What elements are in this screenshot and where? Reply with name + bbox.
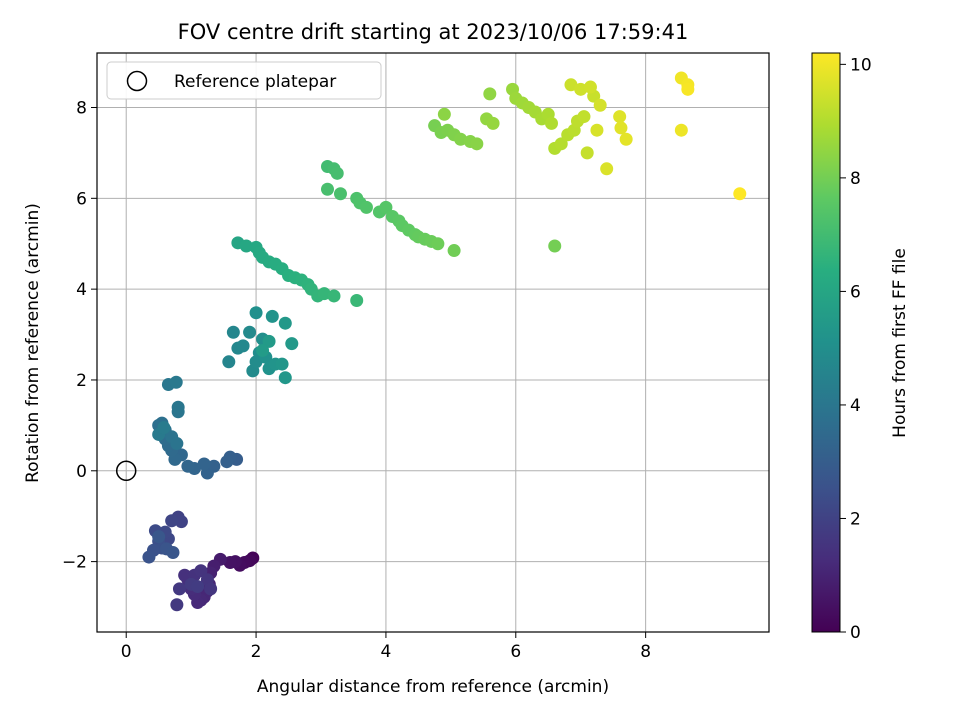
data-point (170, 437, 184, 451)
data-point (194, 564, 208, 578)
colorbar-ticks: 0 2 4 6 8 10 (840, 55, 872, 643)
data-point (166, 546, 180, 560)
data-point (330, 166, 344, 180)
data-point (548, 239, 562, 253)
data-point (733, 187, 747, 201)
data-point (152, 530, 166, 544)
y-tick-label: 8 (76, 98, 87, 118)
legend-box (106, 61, 382, 100)
x-tick-label: 6 (510, 642, 521, 662)
y-tick-label: 6 (76, 189, 87, 209)
data-point (470, 137, 484, 151)
axis-ticks: 0 2 4 6 8 −2 0 2 4 6 8 (62, 98, 651, 662)
data-point (554, 137, 568, 151)
data-point (197, 457, 211, 471)
colorbar-tick-label: 8 (850, 169, 861, 189)
data-point (169, 375, 183, 389)
data-point (437, 107, 451, 121)
x-tick-label: 2 (251, 642, 262, 662)
data-point (171, 400, 185, 414)
data-point (379, 200, 393, 214)
legend-label: Reference platepar (174, 72, 336, 92)
data-point (317, 287, 331, 301)
colorbar (811, 52, 841, 633)
data-point (172, 582, 186, 596)
data-point (278, 371, 292, 385)
y-tick-label: 4 (76, 280, 87, 300)
data-point (544, 116, 558, 130)
colorbar-tick-label: 0 (850, 623, 861, 643)
data-point (222, 355, 236, 369)
data-point (483, 87, 497, 101)
data-point (486, 116, 500, 130)
data-point (359, 200, 373, 214)
data-point (249, 306, 263, 320)
data-point (614, 121, 628, 135)
data-point (574, 82, 588, 96)
y-tick-label: 0 (76, 462, 87, 482)
legend-reference-marker (126, 70, 148, 92)
plot-area-frame (96, 52, 770, 633)
data-point (454, 132, 468, 146)
data-point (580, 146, 594, 160)
data-point (350, 293, 364, 307)
data-point (590, 123, 604, 137)
grid (97, 53, 769, 632)
x-tick-label: 8 (640, 642, 651, 662)
data-point (239, 239, 253, 253)
data-point (191, 580, 205, 594)
data-point (226, 325, 240, 339)
data-point (236, 339, 250, 353)
data-point (204, 582, 218, 596)
data-point (674, 123, 688, 137)
colorbar-tick-label: 10 (850, 55, 872, 75)
data-point (278, 316, 292, 330)
colorbar-label: Hours from first FF file (890, 248, 910, 438)
data-point (564, 78, 578, 92)
data-point (142, 550, 156, 564)
data-point (181, 459, 195, 473)
data-point (165, 514, 179, 528)
data-point (681, 82, 695, 96)
colorbar-tick-label: 2 (850, 509, 861, 529)
data-point (170, 598, 184, 612)
data-point (613, 110, 627, 124)
data-point (327, 289, 341, 303)
y-tick-label: 2 (76, 371, 87, 391)
colorbar-tick-label: 6 (850, 282, 861, 302)
data-point (447, 244, 461, 258)
reference-platepar-marker (115, 460, 137, 482)
data-point (256, 343, 270, 357)
data-points (115, 71, 747, 612)
data-point (593, 98, 607, 112)
x-tick-label: 4 (381, 642, 392, 662)
data-point (174, 515, 188, 529)
data-point (619, 132, 633, 146)
data-point (583, 80, 597, 94)
data-point (265, 309, 279, 323)
data-point (243, 325, 257, 339)
chart-title: FOV centre drift starting at 2023/10/06 … (178, 20, 689, 44)
x-tick-label: 0 (121, 642, 132, 662)
data-point (320, 182, 334, 196)
data-point (285, 337, 299, 351)
data-point (157, 421, 171, 435)
data-point (600, 162, 614, 176)
data-point (333, 187, 347, 201)
data-point (178, 568, 192, 582)
data-point (275, 357, 289, 371)
data-point (262, 334, 276, 348)
data-point (220, 455, 234, 469)
y-axis-label: Rotation from reference (arcmin) (23, 203, 43, 483)
legend: Reference platepar (106, 61, 382, 100)
data-point (431, 237, 445, 251)
x-axis-label: Angular distance from reference (arcmin) (257, 677, 609, 697)
data-point (577, 110, 591, 124)
y-tick-label: −2 (62, 553, 87, 573)
colorbar-tick-label: 4 (850, 396, 861, 416)
